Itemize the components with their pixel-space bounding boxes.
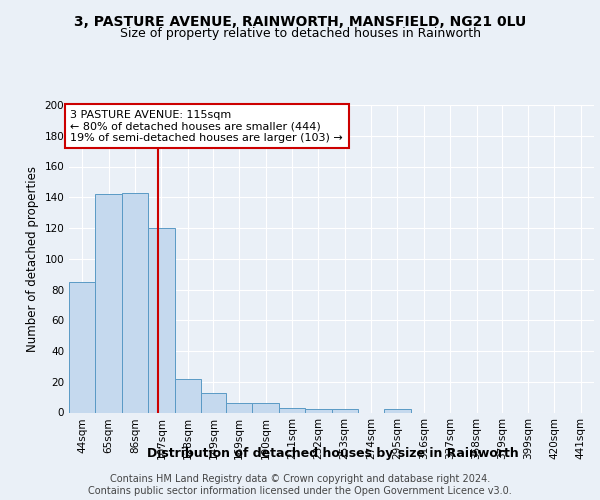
Bar	[175, 378, 201, 412]
Bar	[148, 228, 175, 412]
Bar	[384, 410, 410, 412]
Bar	[253, 404, 279, 412]
Bar	[122, 192, 148, 412]
Y-axis label: Number of detached properties: Number of detached properties	[26, 166, 39, 352]
Bar	[305, 410, 331, 412]
Bar	[331, 410, 358, 412]
Text: Contains HM Land Registry data © Crown copyright and database right 2024.
Contai: Contains HM Land Registry data © Crown c…	[88, 474, 512, 496]
Bar	[226, 404, 253, 412]
Text: 3, PASTURE AVENUE, RAINWORTH, MANSFIELD, NG21 0LU: 3, PASTURE AVENUE, RAINWORTH, MANSFIELD,…	[74, 15, 526, 29]
Bar	[95, 194, 122, 412]
Bar	[279, 408, 305, 412]
Text: Size of property relative to detached houses in Rainworth: Size of property relative to detached ho…	[119, 28, 481, 40]
Text: Distribution of detached houses by size in Rainworth: Distribution of detached houses by size …	[147, 448, 519, 460]
Bar	[201, 392, 226, 412]
Text: 3 PASTURE AVENUE: 115sqm
← 80% of detached houses are smaller (444)
19% of semi-: 3 PASTURE AVENUE: 115sqm ← 80% of detach…	[70, 110, 343, 143]
Bar	[69, 282, 95, 412]
